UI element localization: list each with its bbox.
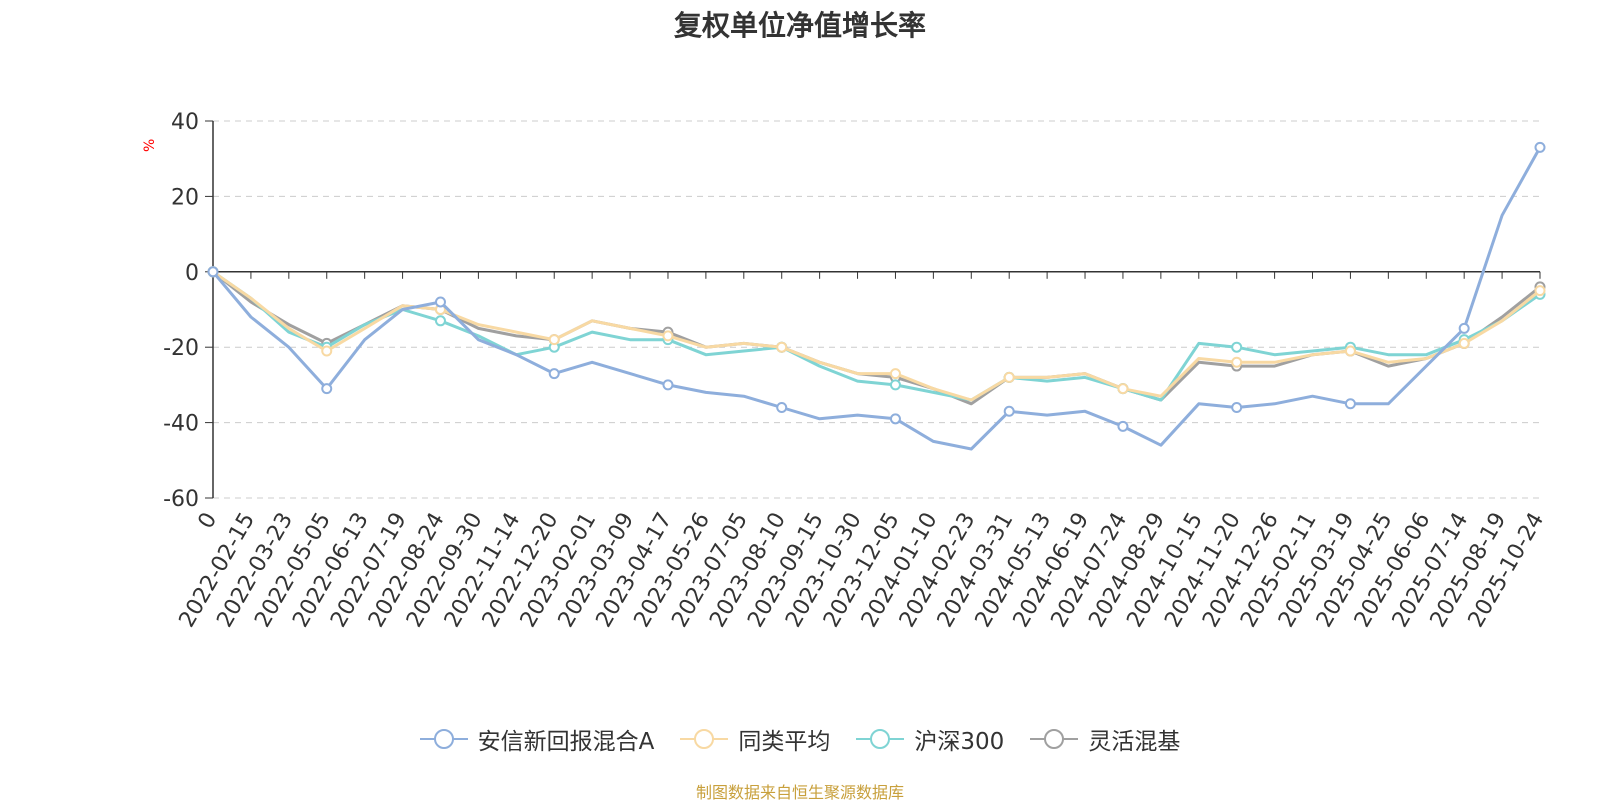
legend-item-series-3[interactable]: 灵活混基 [1030,722,1180,756]
data-point [1003,405,1015,417]
legend-item-series-1[interactable]: 同类平均 [680,722,830,756]
data-point [889,413,901,425]
data-point [889,368,901,380]
data-point [434,315,446,327]
y-tick-label: 0 [185,261,199,286]
data-point [1117,383,1129,395]
data-source-note: 制图数据来自恒生聚源数据库 [695,783,904,802]
data-point [321,383,333,395]
y-tick-label: -40 [163,412,199,437]
data-point [207,266,219,278]
y-tick-label: 40 [171,110,199,135]
y-tick-label: -20 [163,336,199,361]
data-point [1458,322,1470,334]
data-point [434,296,446,308]
series-line-1 [212,270,1541,402]
legend-item-series-0[interactable]: 安信新回报混合A [419,722,655,756]
legend-marker-icon [419,729,468,749]
data-point [889,379,901,391]
data-point [321,345,333,357]
y-tick-label: -60 [163,487,199,512]
legend-item-series-2[interactable]: 沪深300 [856,722,1004,756]
chart-legend: 安信新回报混合A 同类平均 沪深300 灵活混基 [0,722,1600,756]
legend-label: 沪深300 [914,729,1005,755]
data-point [776,341,788,353]
data-point [1231,356,1243,368]
series-layer [207,141,1546,451]
data-point [1003,371,1015,383]
x-tick-label: 0 [194,509,223,534]
data-point [548,368,560,380]
data-point [548,334,560,346]
series-line-2 [212,270,1541,402]
legend-label: 同类平均 [738,729,831,755]
data-point [1344,345,1356,357]
legend-marker-icon [1030,729,1079,749]
legend-label: 安信新回报混合A [477,729,655,755]
line-chart: 40200-20-40-6002022-02-152022-03-232022-… [163,110,1549,632]
grid-layer [213,120,1540,499]
data-point [1231,402,1243,414]
series-line-0 [211,146,1542,451]
data-point [1534,285,1546,297]
data-point [1458,337,1470,349]
legend-marker-icon [856,729,905,749]
data-point [776,402,788,414]
chart-title: 复权单位净值增长率 [673,9,926,42]
data-point [1117,420,1129,432]
data-point [662,379,674,391]
data-point [662,330,674,342]
y-tick-label: 20 [171,185,199,210]
legend-label: 灵活混基 [1088,729,1181,755]
data-point [1231,341,1243,353]
data-point [1534,141,1546,153]
axis-layer: 40200-20-40-6002022-02-152022-03-232022-… [163,110,1549,632]
legend-marker-icon [680,729,729,749]
data-point [1344,398,1356,410]
